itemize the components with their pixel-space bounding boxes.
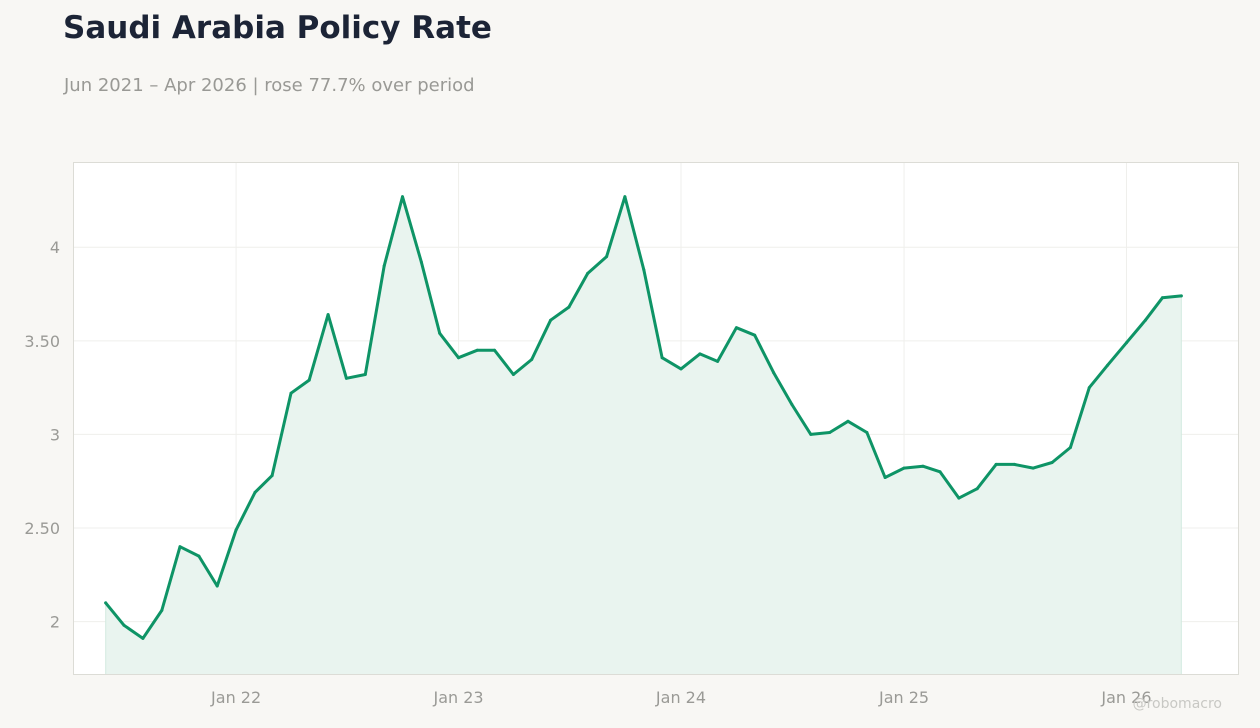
data-point [1125, 341, 1128, 345]
data-point [401, 195, 404, 199]
data-point [104, 601, 108, 605]
y-tick-label: 2.50 [24, 519, 60, 538]
data-point [753, 333, 757, 337]
data-point [1087, 386, 1091, 390]
chart-subtitle: Jun 2021 – Apr 2026 | rose 77.7% over pe… [64, 75, 475, 96]
y-axis-labels: 2 2.50 3 3.50 4 [24, 238, 60, 631]
y-tick-label: 3.50 [24, 332, 60, 351]
x-tick-label: Jan 22 [210, 688, 261, 707]
data-point [1160, 296, 1164, 300]
data-point [1179, 294, 1183, 298]
data-point [122, 623, 126, 627]
x-tick-label: Jan 26 [1100, 688, 1151, 707]
data-point [326, 313, 330, 317]
data-point [846, 419, 850, 423]
data-point [660, 356, 664, 360]
data-point [902, 466, 906, 470]
data-point [921, 464, 925, 468]
y-tick-label: 3 [50, 425, 60, 444]
x-tick-label: Jan 23 [432, 688, 483, 707]
data-point [642, 268, 646, 272]
y-tick-label: 4 [50, 238, 60, 257]
data-point [567, 305, 571, 309]
data-point [809, 432, 813, 436]
data-point [679, 367, 683, 371]
data-point [605, 255, 609, 259]
data-point [344, 376, 348, 380]
data-point [716, 359, 720, 363]
x-tick-label: Jan 25 [878, 688, 929, 707]
data-point [160, 608, 164, 612]
data-point [253, 490, 257, 494]
data-point [790, 403, 794, 406]
series-area [105, 196, 1182, 674]
data-point [586, 271, 590, 275]
data-point [549, 318, 553, 322]
data-point [363, 373, 367, 376]
data-point [698, 352, 702, 356]
x-axis-labels: Jan 22 Jan 23 Jan 24 Jan 25 Jan 26 [210, 688, 1151, 707]
data-point [975, 487, 979, 491]
data-point [270, 474, 274, 478]
data-point [475, 348, 479, 352]
data-point [938, 470, 942, 474]
data-point [994, 462, 998, 466]
data-point [1143, 318, 1147, 322]
data-point [865, 431, 869, 434]
data-point [1031, 466, 1035, 470]
data-point [307, 378, 311, 382]
data-point [883, 476, 887, 479]
chart-title: Saudi Arabia Policy Rate [63, 10, 492, 46]
data-point [828, 431, 832, 434]
data-point [1068, 446, 1072, 449]
data-point [197, 554, 201, 558]
data-point [215, 584, 219, 588]
data-point [623, 195, 627, 199]
data-point [234, 528, 238, 532]
data-point [382, 264, 386, 268]
data-point [734, 326, 738, 330]
data-point [178, 545, 182, 549]
data-point [493, 348, 496, 352]
data-point [438, 331, 442, 335]
data-point [511, 373, 515, 376]
data-points [104, 195, 1183, 640]
data-point [1012, 462, 1016, 466]
data-point [772, 371, 776, 375]
y-tick-label: 2 [50, 613, 60, 632]
data-point [530, 358, 534, 361]
watermark: @robomacro [1132, 696, 1222, 712]
data-point [1050, 461, 1054, 464]
x-tick-label: Jan 24 [655, 688, 706, 707]
data-point [289, 391, 293, 395]
data-point [419, 260, 423, 264]
data-point [141, 636, 145, 640]
area-edges [105, 295, 1182, 674]
data-point [957, 496, 961, 500]
data-point [1106, 363, 1110, 367]
data-point [457, 356, 460, 360]
